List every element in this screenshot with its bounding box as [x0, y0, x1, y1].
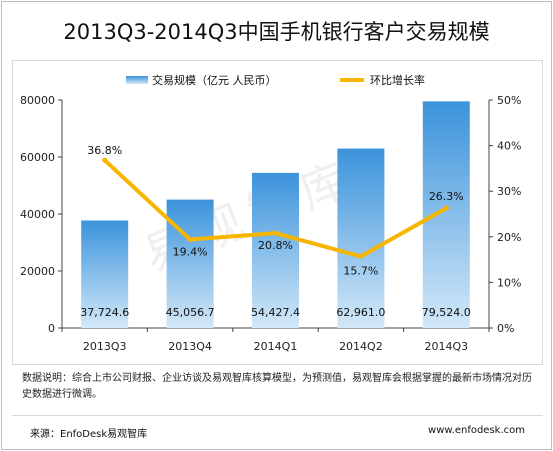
legend-line-label: 环比增长率	[370, 73, 425, 87]
growth-line	[102, 157, 449, 259]
growth-value-label: 26.3%	[429, 190, 464, 203]
bar-value-label: 37,724.6	[80, 306, 129, 319]
growth-value-label: 36.8%	[87, 144, 122, 157]
bar	[166, 199, 214, 328]
chart-title: 2013Q3-2014Q3中国手机银行客户交易规模	[63, 20, 490, 44]
x-labels: 2013Q3 2013Q4 2014Q1 2014Q2 2014Q3	[83, 340, 468, 353]
data-note: 数据说明：综合上市公司财报、企业访谈及易观智库核算模型，为预测值，易观智库会根据…	[22, 373, 532, 400]
y2-tick-label: 30%	[497, 185, 521, 198]
x-tick-label: 2013Q4	[168, 340, 212, 353]
growth-point	[102, 157, 108, 163]
y-tick-label: 60000	[20, 151, 55, 164]
x-tick-label: 2014Q3	[424, 340, 468, 353]
growth-value-label: 19.4%	[173, 246, 208, 259]
source-text: 来源：EnfoDesk易观智库	[30, 429, 148, 440]
growth-value-label: 15.7%	[343, 264, 378, 277]
bars	[81, 101, 470, 328]
bar	[252, 172, 299, 328]
x-tick-label: 2014Q1	[254, 340, 298, 353]
line-labels: 36.8% 19.4% 20.8% 15.7% 26.3%	[87, 144, 464, 277]
y-tick-label: 20000	[20, 265, 55, 278]
y2-tick-label: 10%	[497, 276, 521, 289]
bar-value-label: 79,524.0	[422, 306, 471, 319]
growth-point	[358, 253, 364, 259]
y-tick-label: 40000	[20, 208, 55, 221]
bar	[337, 148, 385, 328]
y2-tick-label: 50%	[497, 94, 521, 107]
growth-point	[443, 205, 449, 211]
y2-tick-label: 0%	[497, 322, 514, 335]
growth-point	[187, 237, 193, 243]
x-tick-label: 2014Q2	[339, 340, 383, 353]
plot-area-border	[12, 60, 543, 365]
y2-tick-label: 20%	[497, 231, 521, 244]
x-tick-label: 2013Q3	[83, 340, 127, 353]
y2-tick-label: 40%	[497, 140, 521, 153]
legend: 交易规模（亿元 人民币） 环比增长率	[126, 73, 425, 87]
source-url: www.enfodesk.com	[428, 425, 525, 436]
legend-bar-label: 交易规模（亿元 人民币）	[152, 73, 277, 87]
footer-divider	[12, 415, 543, 416]
bar	[422, 101, 470, 328]
growth-value-label: 20.8%	[258, 239, 293, 252]
bar-value-label: 62,961.0	[336, 306, 385, 319]
legend-bar-swatch	[126, 76, 148, 84]
y-tick-label: 80000	[20, 94, 55, 107]
bar-value-label: 54,427.4	[251, 306, 300, 319]
bar-value-label: 45,056.7	[166, 306, 215, 319]
bar	[81, 220, 129, 328]
y-tick-label: 0	[48, 322, 55, 335]
bar-labels: 37,724.6 45,056.7 54,427.4 62,961.0 79,524.0	[80, 306, 471, 319]
growth-point	[273, 230, 278, 236]
